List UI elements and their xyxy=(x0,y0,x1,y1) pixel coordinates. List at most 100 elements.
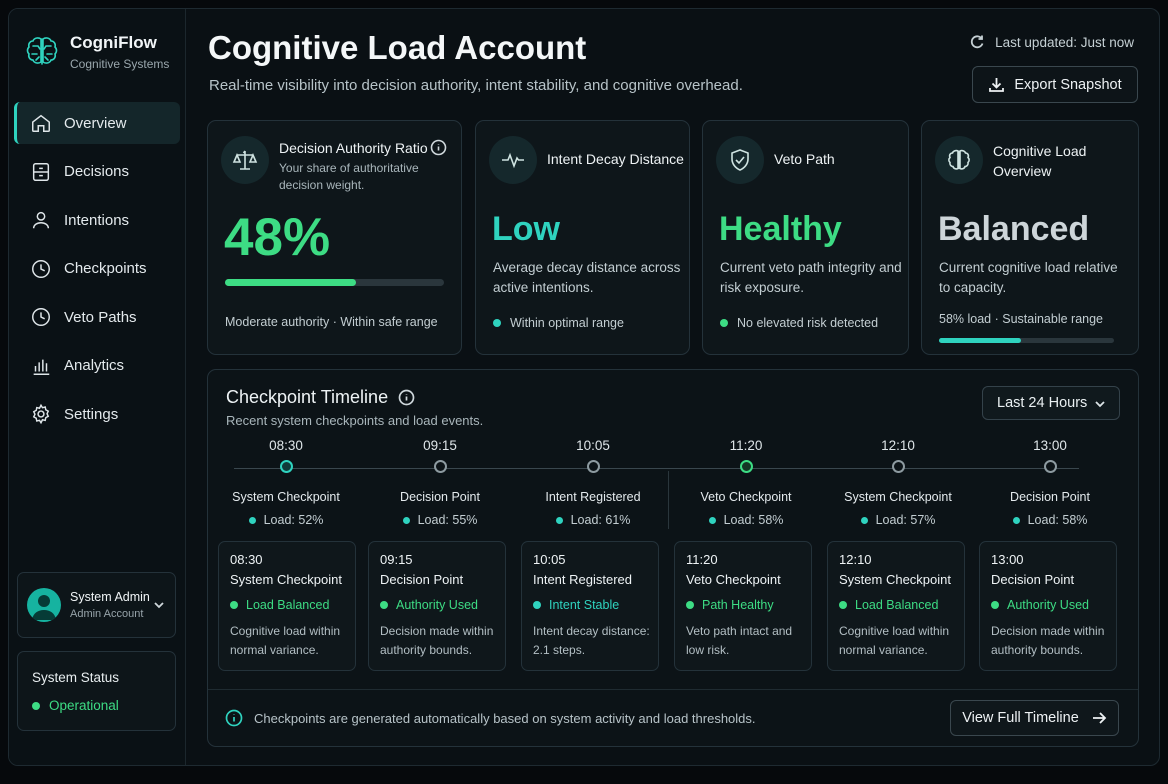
panel-subtitle: Recent system checkpoints and load event… xyxy=(226,413,484,428)
timeline-divider xyxy=(668,471,669,529)
load-progress-bar xyxy=(939,338,1114,343)
info-icon[interactable] xyxy=(398,389,415,406)
timeline-point[interactable]: 12:10 System Checkpoint Load: 57% xyxy=(828,438,968,527)
scale-icon-wrap xyxy=(221,136,269,184)
card-title: Cognitive Load Overview xyxy=(993,143,1087,179)
event-description: Veto path intact and low risk. xyxy=(686,624,793,657)
veto-value: Healthy xyxy=(719,210,842,248)
brand[interactable]: CogniFlow Cognitive Systems xyxy=(23,33,169,71)
refresh-icon[interactable] xyxy=(969,34,985,50)
card-text: Current cognitive load relative to capac… xyxy=(939,260,1118,295)
pulse-icon-wrap xyxy=(489,136,537,184)
timeline-point[interactable]: 10:05 Intent Registered Load: 61% xyxy=(523,438,663,527)
event-title: System Checkpoint xyxy=(230,572,342,587)
system-status-title: System Status xyxy=(32,670,120,685)
decision-authority-card: Decision Authority Ratio Your share of a… xyxy=(207,120,462,355)
timeline-time: 08:30 xyxy=(269,438,303,453)
sidebar-item-intentions[interactable]: Intentions xyxy=(14,199,180,241)
event-description: Decision made within authority bounds. xyxy=(380,624,494,657)
authority-value: 48% xyxy=(224,208,331,267)
clock-icon xyxy=(32,308,50,326)
authority-progress-fill xyxy=(225,279,357,286)
app-window: CogniFlow Cognitive Systems Overview Dec… xyxy=(8,8,1160,766)
sidebar-item-analytics[interactable]: Analytics xyxy=(14,345,180,387)
timeline-node xyxy=(1043,460,1057,473)
timeline-load: Load: 58% xyxy=(980,513,1120,527)
user-avatar-icon xyxy=(32,595,56,620)
veto-path-card: Veto Path Healthy Current veto path inte… xyxy=(702,120,909,355)
timeline-node xyxy=(433,460,447,473)
event-time: 10:05 xyxy=(533,552,566,567)
timeline-label: Veto Checkpoint xyxy=(700,490,792,504)
timeline-node xyxy=(739,460,753,473)
status-dot-icon xyxy=(839,601,847,609)
time-range-select[interactable]: Last 24 Hours xyxy=(982,386,1120,420)
timeline-load: Load: 57% xyxy=(828,513,968,527)
timeline-load: Load: 58% xyxy=(676,513,816,527)
timeline-load-text: Load: 55% xyxy=(417,513,478,527)
user-menu[interactable]: System Admin Admin Account xyxy=(17,572,176,638)
export-snapshot-button[interactable]: Export Snapshot xyxy=(972,66,1138,103)
timeline-node xyxy=(891,460,905,473)
card-footer-text: Within optimal range xyxy=(510,316,624,330)
timeline-point[interactable]: 13:00 Decision Point Load: 58% xyxy=(980,438,1120,527)
sidebar-item-decisions[interactable]: Decisions xyxy=(14,151,180,193)
event-card[interactable]: 11:20 Veto Checkpoint Path Healthy Veto pat… xyxy=(674,541,812,671)
event-time: 09:15 xyxy=(380,552,413,567)
brain-logo-icon xyxy=(26,37,58,65)
sidebar-item-label: Checkpoints xyxy=(64,260,147,277)
event-description: Cognitive load within normal variance. xyxy=(230,624,341,657)
event-time: 11:20 xyxy=(686,552,718,567)
event-status-text: Authority Used xyxy=(396,598,478,612)
card-title: Decision Authority Ratio xyxy=(279,140,428,156)
sidebar-item-overview[interactable]: Overview xyxy=(14,102,180,144)
panel-title-text: Checkpoint Timeline xyxy=(226,387,389,407)
info-icon[interactable] xyxy=(430,139,447,156)
sidebar-item-veto-paths[interactable]: Veto Paths xyxy=(14,296,180,338)
event-card[interactable]: 08:30 System Checkpoint Load Balanced Cogni… xyxy=(218,541,356,671)
event-card[interactable]: 12:10 System Checkpoint Load Balanced Cogni… xyxy=(827,541,965,671)
system-status-value: Operational xyxy=(32,698,175,713)
sidebar-item-label: Intentions xyxy=(64,211,130,229)
timeline-time: 13:00 xyxy=(1033,438,1067,453)
event-card[interactable]: 09:15 Decision Point Authority Used Decisio… xyxy=(368,541,506,671)
load-value: Balanced xyxy=(938,210,1090,248)
event-status-text: Load Balanced xyxy=(246,598,330,612)
event-status-text: Load Balanced xyxy=(855,598,939,612)
card-footer: Moderate authority · Within safe range xyxy=(225,315,438,329)
timeline-footnote: Checkpoints are generated automatically … xyxy=(225,709,756,727)
timeline-point[interactable]: 09:15 Decision Point Load: 55% xyxy=(370,438,510,527)
timeline-load-text: Load: 61% xyxy=(570,513,631,527)
card-text: Average decay distance across active int… xyxy=(493,260,681,295)
user-icon xyxy=(32,211,50,229)
footnote-text: Checkpoints are generated automatically … xyxy=(254,710,756,726)
gear-icon xyxy=(32,403,50,425)
event-card[interactable]: 13:00 Decision Point Authority Used Decisio… xyxy=(979,541,1117,671)
timeline-point[interactable]: 08:30 System Checkpoint Load: 52% xyxy=(216,438,356,527)
view-full-timeline-button[interactable]: View Full Timeline xyxy=(950,700,1119,736)
sidebar-item-checkpoints[interactable]: Checkpoints xyxy=(14,248,180,290)
pulse-icon xyxy=(502,152,524,169)
event-status: Path Healthy xyxy=(686,598,811,612)
card-footer: Within optimal range xyxy=(493,316,624,330)
chevron-down-icon[interactable] xyxy=(153,599,165,611)
event-card[interactable]: 10:05 Intent Registered Intent Stable Inten… xyxy=(521,541,659,671)
time-range-value: Last 24 Hours xyxy=(997,395,1088,411)
bar-chart-icon xyxy=(33,359,50,375)
page-title: Cognitive Load Account xyxy=(208,29,587,66)
card-title: Veto Path xyxy=(774,151,835,167)
panel-divider xyxy=(208,689,1138,690)
sidebar-item-label: Overview xyxy=(64,114,127,132)
sidebar-nav: Overview Decisions Intentions Checkpoint… xyxy=(14,102,180,442)
panel-title: Checkpoint Timeline xyxy=(226,387,415,408)
user-name: System Admin xyxy=(70,590,150,604)
load-dot-icon xyxy=(860,516,868,524)
sidebar-item-settings[interactable]: Settings xyxy=(14,393,180,435)
status-dot-icon xyxy=(533,601,541,609)
timeline-point[interactable]: 11:20 Veto Checkpoint Load: 58% xyxy=(676,438,816,527)
last-updated: Last updated: Just now xyxy=(969,34,1134,50)
timeline-load-text: Load: 58% xyxy=(1027,513,1088,527)
sidebar-item-label: Settings xyxy=(64,405,119,423)
timeline-time: 11:20 xyxy=(729,438,763,453)
brand-name: CogniFlow xyxy=(70,33,157,52)
